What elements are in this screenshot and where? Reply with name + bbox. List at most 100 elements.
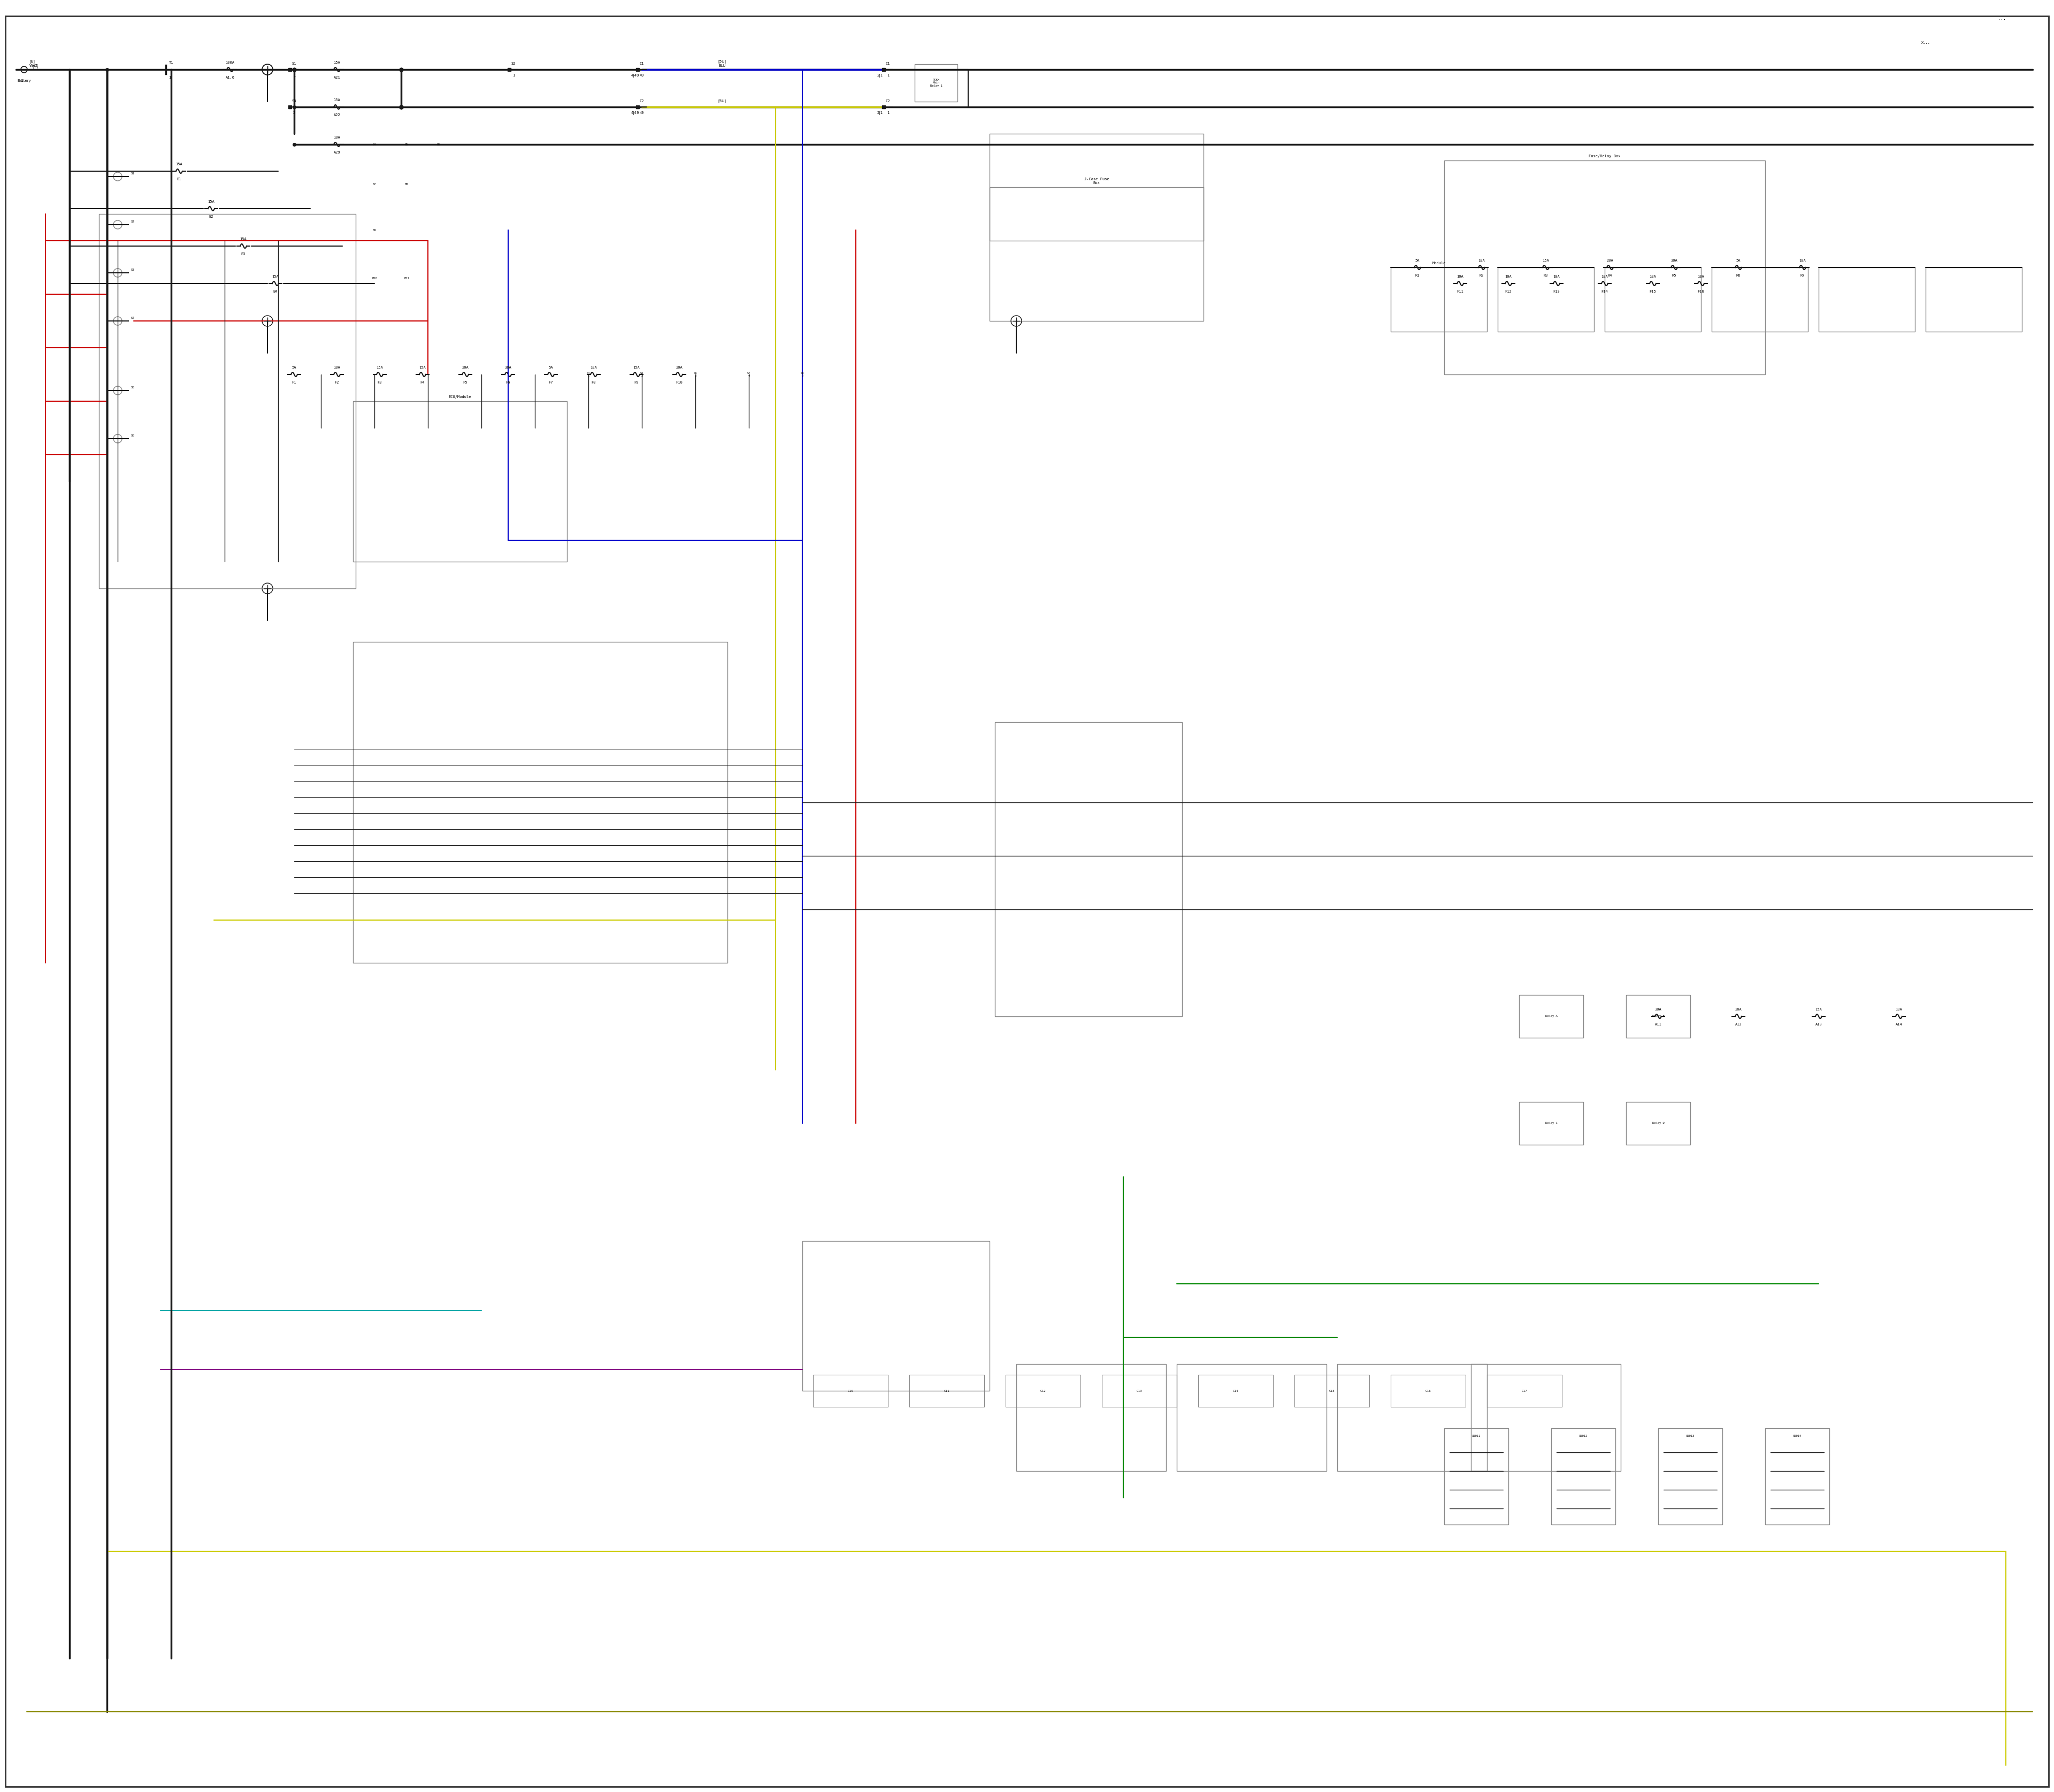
Text: F14: F14 bbox=[1602, 290, 1608, 294]
Text: 10A: 10A bbox=[1506, 274, 1512, 278]
Text: R4: R4 bbox=[1608, 274, 1612, 278]
Text: Module: Module bbox=[1432, 262, 1446, 265]
Text: C13: C13 bbox=[1136, 1389, 1142, 1392]
Text: S3: S3 bbox=[292, 100, 296, 102]
Text: B4: B4 bbox=[273, 290, 277, 294]
Bar bbox=[1444, 161, 1764, 375]
Bar bbox=[1337, 1364, 1487, 1471]
Text: 10A: 10A bbox=[1896, 1007, 1902, 1011]
Text: X6013: X6013 bbox=[1686, 1435, 1695, 1437]
Text: 49: 49 bbox=[639, 73, 645, 77]
Text: F10: F10 bbox=[676, 382, 682, 383]
Text: F9: F9 bbox=[635, 382, 639, 383]
Bar bbox=[1627, 995, 1690, 1038]
Text: A22: A22 bbox=[333, 113, 341, 116]
Text: F12: F12 bbox=[1506, 290, 1512, 294]
Text: 10A: 10A bbox=[1456, 274, 1465, 278]
Text: F11: F11 bbox=[1456, 290, 1465, 294]
Text: A11: A11 bbox=[1656, 1023, 1662, 1027]
Text: 10A: 10A bbox=[1479, 258, 1485, 262]
Text: S2: S2 bbox=[511, 63, 516, 65]
Text: R5: R5 bbox=[1672, 274, 1676, 278]
Bar bbox=[353, 642, 727, 962]
Bar bbox=[914, 65, 957, 102]
Text: 15A: 15A bbox=[419, 366, 425, 369]
Text: 10A: 10A bbox=[1602, 274, 1608, 278]
Circle shape bbox=[113, 172, 121, 181]
Text: S4: S4 bbox=[131, 317, 136, 319]
Text: 15A: 15A bbox=[271, 274, 279, 278]
Text: X...: X... bbox=[1920, 41, 1931, 45]
Text: 15A: 15A bbox=[177, 163, 183, 167]
Text: S4
1: S4 1 bbox=[587, 371, 589, 378]
Text: 10A: 10A bbox=[1649, 274, 1656, 278]
Text: Fuse/Relay Box: Fuse/Relay Box bbox=[1590, 154, 1621, 158]
Text: C17: C17 bbox=[1522, 1389, 1528, 1392]
Bar bbox=[1818, 267, 1914, 332]
Text: C16: C16 bbox=[1425, 1389, 1432, 1392]
Text: C10: C10 bbox=[848, 1389, 852, 1392]
Bar bbox=[353, 401, 567, 561]
Text: B1: B1 bbox=[177, 177, 181, 181]
Text: PCKM
Main
Relay 1: PCKM Main Relay 1 bbox=[930, 79, 943, 88]
Text: B3: B3 bbox=[240, 253, 246, 256]
Bar bbox=[1627, 1102, 1690, 1145]
Text: F3: F3 bbox=[378, 382, 382, 383]
Text: A21: A21 bbox=[333, 75, 341, 79]
Text: B2: B2 bbox=[210, 215, 214, 219]
Text: 10A: 10A bbox=[1697, 274, 1705, 278]
Text: 15A: 15A bbox=[1816, 1007, 1822, 1011]
Text: 20A: 20A bbox=[676, 366, 682, 369]
Bar bbox=[990, 186, 1204, 240]
Text: (+): (+) bbox=[33, 65, 39, 68]
Text: A29: A29 bbox=[333, 151, 341, 154]
Text: C11: C11 bbox=[945, 1389, 949, 1392]
Text: R1: R1 bbox=[1415, 274, 1419, 278]
Bar bbox=[813, 1374, 887, 1407]
Text: 100A: 100A bbox=[226, 61, 234, 65]
Text: 30A: 30A bbox=[1656, 1007, 1662, 1011]
Bar bbox=[910, 1374, 984, 1407]
Text: C1: C1 bbox=[885, 63, 889, 65]
Text: S6
3: S6 3 bbox=[694, 371, 696, 378]
Text: B8: B8 bbox=[405, 183, 409, 186]
Text: 1: 1 bbox=[887, 73, 889, 77]
Text: T1: T1 bbox=[168, 61, 173, 65]
Circle shape bbox=[113, 220, 121, 229]
Text: 2: 2 bbox=[294, 111, 296, 115]
Text: 4|49: 4|49 bbox=[631, 111, 639, 115]
Bar bbox=[994, 722, 1183, 1016]
Text: 1: 1 bbox=[511, 73, 516, 77]
Text: F7: F7 bbox=[548, 382, 553, 383]
Text: Battery: Battery bbox=[16, 79, 31, 82]
Text: X6014: X6014 bbox=[1793, 1435, 1801, 1437]
Bar bbox=[803, 1242, 990, 1391]
Text: C15: C15 bbox=[1329, 1389, 1335, 1392]
Text: 5A: 5A bbox=[548, 366, 553, 369]
Bar bbox=[1764, 1428, 1830, 1525]
Bar bbox=[1927, 267, 2021, 332]
Text: 1: 1 bbox=[168, 75, 170, 79]
Text: F1: F1 bbox=[292, 382, 296, 383]
Text: B7: B7 bbox=[372, 183, 376, 186]
Text: F2: F2 bbox=[335, 382, 339, 383]
Text: 20A: 20A bbox=[462, 366, 468, 369]
Bar bbox=[1471, 1364, 1621, 1471]
Text: A12: A12 bbox=[1736, 1023, 1742, 1027]
Text: 20A: 20A bbox=[1736, 1007, 1742, 1011]
Text: S3: S3 bbox=[131, 269, 136, 271]
Text: 15A: 15A bbox=[333, 61, 341, 65]
Text: B10: B10 bbox=[372, 276, 378, 280]
Text: BLU: BLU bbox=[719, 65, 725, 68]
Circle shape bbox=[113, 387, 121, 394]
Text: S1: S1 bbox=[292, 63, 296, 65]
Bar bbox=[1017, 1364, 1167, 1471]
Circle shape bbox=[113, 269, 121, 278]
Text: A1.6: A1.6 bbox=[226, 75, 234, 79]
Text: C1: C1 bbox=[639, 63, 645, 65]
Text: C14: C14 bbox=[1232, 1389, 1239, 1392]
Text: X6011: X6011 bbox=[1473, 1435, 1481, 1437]
Bar bbox=[1391, 267, 1487, 332]
Circle shape bbox=[113, 434, 121, 443]
Text: 49: 49 bbox=[639, 111, 645, 115]
